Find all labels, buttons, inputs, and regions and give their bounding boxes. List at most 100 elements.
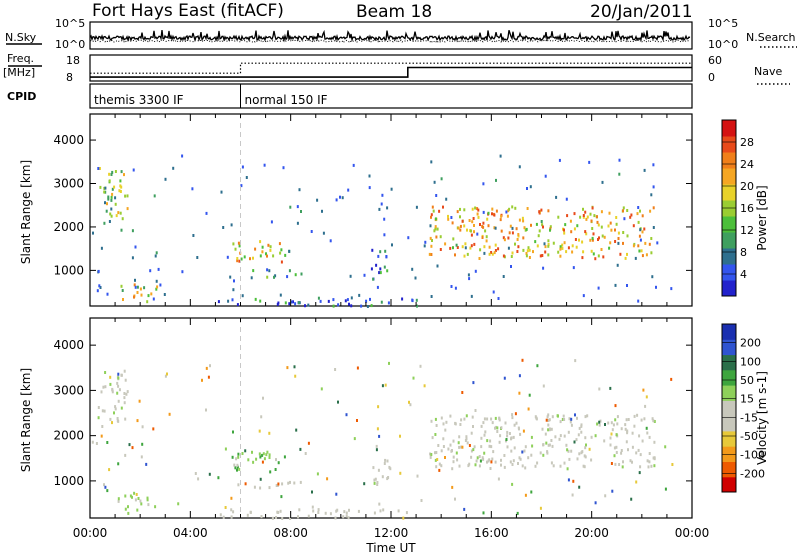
power-cell	[450, 216, 453, 219]
freq-series	[90, 62, 692, 78]
velocity-cell	[500, 463, 502, 467]
power-cell	[582, 214, 585, 217]
power-cell	[368, 174, 371, 178]
velocity-cell	[512, 459, 515, 463]
power-cell	[252, 269, 255, 273]
velocity-cell	[255, 457, 258, 461]
velocity-cell	[583, 465, 586, 469]
velocity-cell	[294, 374, 297, 378]
velocity-cell	[106, 441, 109, 444]
power-cell	[411, 298, 414, 302]
power-cell	[97, 167, 100, 170]
velocity-cell	[388, 361, 390, 365]
power-cell	[600, 210, 603, 214]
velocity-cell	[511, 413, 514, 417]
power-cell	[241, 294, 244, 298]
power-cell	[114, 202, 117, 206]
velocity-cell	[496, 426, 499, 430]
power-cell	[559, 247, 562, 251]
power-cell	[327, 299, 330, 303]
velocity-cell	[474, 463, 477, 467]
velocity-cell	[197, 477, 200, 481]
power-cell	[571, 244, 574, 248]
velocity-xtick-label: 00:00	[675, 526, 710, 540]
velocity-cell	[381, 475, 384, 479]
velocity-cell	[620, 451, 623, 455]
velocity-cell	[452, 460, 455, 464]
velocity-cell	[258, 452, 261, 456]
power-cell	[607, 224, 610, 228]
noise-left-tick-top: 10^5	[55, 17, 85, 30]
velocity-cell	[449, 443, 452, 447]
power-cell	[558, 158, 561, 162]
velocity-cell	[486, 460, 488, 464]
power-cell	[442, 205, 444, 209]
velocity-cell	[117, 419, 120, 423]
velocity-cell	[637, 448, 640, 452]
velocity-cell	[451, 485, 454, 489]
velocity-cell	[373, 511, 376, 515]
velocity-cell	[289, 517, 291, 520]
velocity-cell	[262, 396, 264, 400]
velocity-cell	[491, 421, 494, 425]
power-cell	[650, 193, 653, 197]
velocity-cell	[464, 439, 467, 442]
power-cell	[434, 225, 437, 229]
power-cell	[525, 252, 528, 255]
velocity-cell	[598, 387, 601, 391]
velocity-cell	[503, 454, 506, 457]
velocity-cell	[542, 384, 545, 388]
velocity-cell	[438, 468, 441, 472]
velocity-cell	[584, 446, 587, 450]
velocity-cell	[126, 390, 129, 394]
power-ytick-label: 4000	[53, 133, 84, 147]
velocity-cell	[117, 372, 120, 376]
velocity-cell	[434, 451, 436, 455]
velocity-cell	[475, 459, 478, 463]
velocity-cell	[373, 481, 376, 485]
noise-right-tick-top: 10^5	[708, 17, 738, 30]
power-cell	[491, 252, 494, 256]
power-cell	[243, 255, 246, 259]
power-cell	[341, 196, 344, 200]
power-cell	[414, 276, 417, 280]
power-cell	[375, 263, 378, 267]
velocity-cell	[241, 452, 244, 455]
power-cell	[370, 304, 373, 308]
power-cell	[390, 187, 393, 191]
velocity-cell	[563, 461, 566, 465]
velocity-cell	[567, 430, 570, 434]
power-cell	[640, 249, 643, 253]
power-cell	[119, 190, 122, 193]
power-cell	[535, 222, 538, 226]
velocity-cell	[567, 449, 570, 453]
power-cell	[468, 219, 471, 222]
power-cell	[617, 237, 620, 240]
power-cell	[436, 227, 439, 231]
velocity-cell	[542, 453, 545, 457]
power-cell	[632, 244, 635, 248]
velocity-cell	[604, 423, 606, 426]
power-cell	[581, 240, 584, 244]
velocity-cell	[468, 444, 471, 447]
power-cell	[482, 221, 485, 225]
power-cell	[152, 297, 155, 301]
velocity-cell	[363, 482, 366, 486]
power-cell	[452, 237, 455, 241]
power-cell	[652, 185, 655, 189]
power-cell	[378, 207, 381, 211]
velocity-cell	[536, 364, 539, 368]
velocity-cell	[548, 418, 551, 422]
velocity-cell	[103, 483, 105, 487]
velocity-xtick-label: 08:00	[273, 526, 308, 540]
velocity-cell	[224, 447, 227, 451]
power-colorbar-swatch	[722, 232, 736, 249]
power-cell	[476, 207, 479, 211]
power-cell	[493, 251, 496, 255]
velocity-colorbar-swatch	[722, 476, 736, 493]
power-cell	[134, 278, 136, 282]
velocity-cell	[117, 376, 120, 380]
power-cell	[670, 287, 673, 291]
velocity-cell	[612, 423, 615, 427]
velocity-cell	[271, 516, 274, 520]
